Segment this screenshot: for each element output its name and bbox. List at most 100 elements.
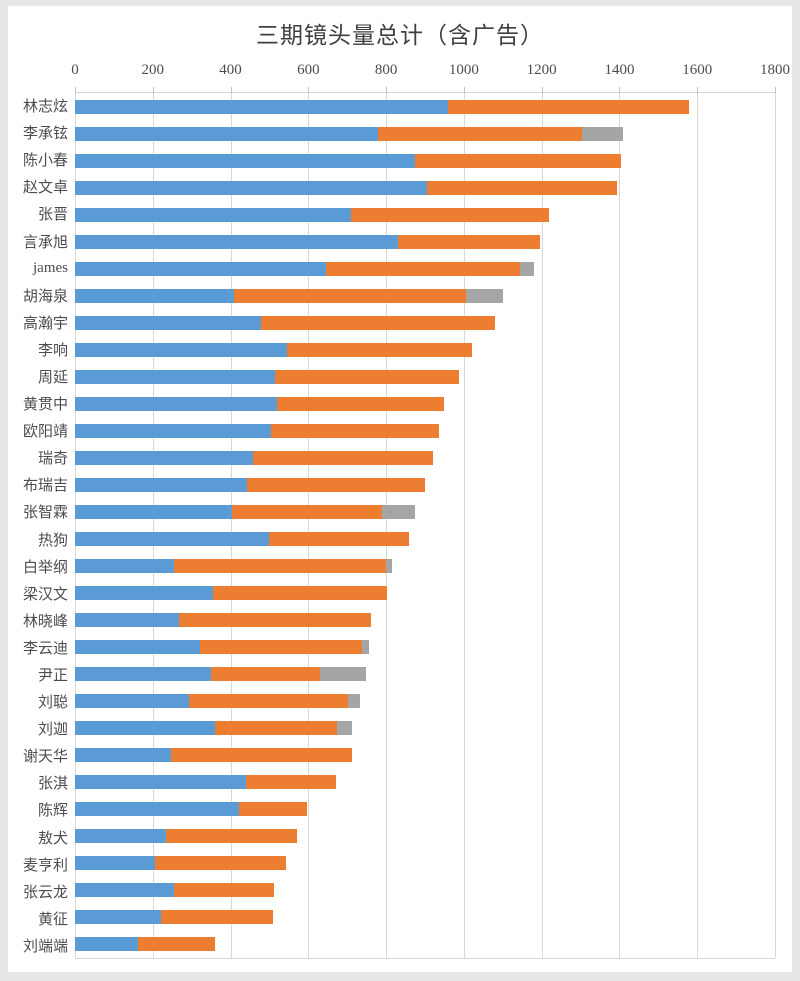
category-label: 李云迪 bbox=[22, 640, 68, 657]
bar-segment-2-orange bbox=[286, 342, 472, 357]
x-axis: 0 200 400 600 800 1000 1200 1400 1600 1800 bbox=[71, 62, 790, 82]
bar-row bbox=[75, 201, 775, 228]
bar-segment-3-gray bbox=[362, 640, 369, 655]
category-label: 黄征 bbox=[37, 911, 68, 928]
bar-row bbox=[75, 796, 775, 823]
bar-segment-1-blue bbox=[75, 342, 287, 357]
plot-area bbox=[75, 87, 776, 959]
bar-row bbox=[75, 417, 775, 444]
bar-segment-2-orange bbox=[269, 532, 409, 547]
chart-card: 三期镜头量总计（含广告） 0 200 400 600 800 1000 1200 1400 16… bbox=[8, 6, 792, 972]
category-label: 李响 bbox=[37, 342, 68, 359]
bar-segment-2-orange bbox=[211, 667, 320, 682]
bar-segment-2-orange bbox=[426, 180, 618, 195]
category-label: 瑞奇 bbox=[37, 451, 68, 468]
category-label: 白举纲 bbox=[22, 559, 68, 576]
bar-segment-2-orange bbox=[189, 694, 348, 709]
x-axis-tick-label: 600 bbox=[297, 62, 320, 78]
category-label: 林志炫 bbox=[22, 99, 68, 116]
bar-stack bbox=[75, 126, 775, 141]
bar-row bbox=[75, 228, 775, 255]
bar-segment-1-blue bbox=[75, 613, 179, 628]
bar-row bbox=[75, 877, 775, 904]
bar-segment-1-blue bbox=[75, 207, 352, 222]
bar-stack bbox=[75, 775, 775, 790]
bar-segment-3-gray bbox=[385, 559, 393, 574]
bar-segment-2-orange bbox=[351, 207, 550, 222]
bar-stack bbox=[75, 315, 775, 330]
category-label: 刘端端 bbox=[22, 938, 68, 955]
category-label: 胡海泉 bbox=[22, 288, 68, 305]
gridline bbox=[619, 93, 621, 958]
bar-row bbox=[75, 174, 775, 201]
bar-row bbox=[75, 931, 775, 958]
bar-segment-2-orange bbox=[325, 261, 521, 276]
bar-row bbox=[75, 634, 775, 661]
category-label: 张晋 bbox=[37, 207, 68, 224]
category-label: 梁汉文 bbox=[22, 586, 68, 603]
bar-row bbox=[75, 823, 775, 850]
category-label: 陈辉 bbox=[37, 803, 68, 820]
bar-segment-2-orange bbox=[199, 640, 363, 655]
bar-segment-2-orange bbox=[234, 288, 466, 303]
bar-stack bbox=[75, 396, 775, 411]
bar-segment-1-blue bbox=[75, 369, 276, 384]
gridline bbox=[308, 93, 310, 958]
bar-segment-2-orange bbox=[378, 126, 583, 141]
bar-segment-2-orange bbox=[137, 937, 215, 952]
category-label: 刘迦 bbox=[37, 722, 68, 739]
bar-segment-1-blue bbox=[75, 802, 240, 817]
axis-tick bbox=[308, 87, 310, 93]
bar-row bbox=[75, 120, 775, 147]
bar-segment-1-blue bbox=[75, 910, 162, 925]
bar-row bbox=[75, 93, 775, 120]
bar-stack bbox=[75, 883, 775, 898]
bar-segment-1-blue bbox=[75, 504, 232, 519]
bar-stack bbox=[75, 748, 775, 763]
bar-segment-1-blue bbox=[75, 775, 246, 790]
bar-segment-1-blue bbox=[75, 829, 167, 844]
x-axis-tick-label: 1600 bbox=[682, 62, 713, 78]
axis-tick bbox=[386, 87, 388, 93]
bar-segment-1-blue bbox=[75, 937, 138, 952]
bar-segment-2-orange bbox=[166, 829, 298, 844]
bar-segment-1-blue bbox=[75, 586, 214, 601]
bar-segment-3-gray bbox=[347, 694, 360, 709]
x-axis-tick-label: 1200 bbox=[526, 62, 557, 78]
bar-stack bbox=[75, 640, 775, 655]
axis-tick bbox=[75, 87, 76, 93]
category-label: 谢天华 bbox=[22, 749, 68, 766]
bar-segment-3-gray bbox=[319, 667, 367, 682]
bar-segment-1-blue bbox=[75, 261, 326, 276]
bar-segment-1-blue bbox=[75, 450, 254, 465]
x-axis-tick-label: 0 bbox=[71, 62, 79, 78]
bar-stack bbox=[75, 559, 775, 574]
bar-segment-3-gray bbox=[520, 261, 534, 276]
category-label: 赵文卓 bbox=[22, 180, 68, 197]
category-label: 张智霖 bbox=[22, 505, 68, 522]
x-axis-tick-label: 200 bbox=[141, 62, 165, 78]
bar-row bbox=[75, 471, 775, 498]
bar-stack bbox=[75, 694, 775, 709]
category-label: 刘聪 bbox=[37, 695, 68, 712]
bar-segment-2-orange bbox=[171, 748, 352, 763]
bar-row bbox=[75, 715, 775, 742]
bar-segment-3-gray bbox=[582, 126, 624, 141]
bar-segment-1-blue bbox=[75, 532, 270, 547]
bar-segment-1-blue bbox=[75, 883, 175, 898]
bar-stack bbox=[75, 99, 775, 114]
category-label: 麦亨利 bbox=[22, 857, 68, 874]
x-axis-tick-label: 800 bbox=[374, 62, 398, 78]
bar-row bbox=[75, 255, 775, 282]
x-axis-tick-label: 1400 bbox=[604, 62, 635, 78]
x-axis-tick-label: 1000 bbox=[448, 62, 479, 78]
bar-segment-1-blue bbox=[75, 559, 175, 574]
axis-tick bbox=[152, 87, 154, 93]
bar-segment-3-gray bbox=[465, 288, 503, 303]
category-label: 言承旭 bbox=[22, 234, 68, 251]
bar-stack bbox=[75, 504, 775, 519]
bar-segment-1-blue bbox=[75, 315, 261, 330]
bar-row bbox=[75, 607, 775, 634]
bar-stack bbox=[75, 802, 775, 817]
bar-stack bbox=[75, 369, 775, 384]
